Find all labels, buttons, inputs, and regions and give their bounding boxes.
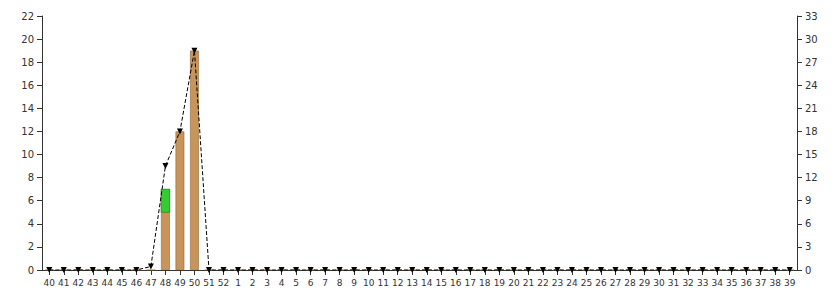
svg-text:15: 15 — [436, 278, 447, 288]
svg-text:0: 0 — [28, 265, 34, 276]
svg-text:48: 48 — [160, 278, 172, 288]
svg-text:6: 6 — [805, 218, 811, 229]
svg-text:2: 2 — [250, 278, 256, 288]
svg-text:45: 45 — [116, 278, 127, 288]
svg-text:32: 32 — [682, 278, 693, 288]
svg-text:50: 50 — [189, 278, 201, 288]
svg-text:15: 15 — [805, 149, 818, 160]
svg-text:20: 20 — [508, 278, 520, 288]
svg-text:11: 11 — [377, 278, 388, 288]
svg-text:22: 22 — [537, 278, 548, 288]
svg-text:27: 27 — [805, 57, 818, 68]
svg-text:28: 28 — [624, 278, 636, 288]
svg-text:18: 18 — [479, 278, 491, 288]
svg-text:8: 8 — [28, 172, 34, 183]
svg-text:10: 10 — [21, 149, 34, 160]
svg-text:40: 40 — [44, 278, 56, 288]
svg-text:9: 9 — [805, 195, 811, 206]
svg-text:30: 30 — [653, 278, 665, 288]
svg-text:23: 23 — [552, 278, 563, 288]
svg-text:13: 13 — [407, 278, 418, 288]
svg-text:12: 12 — [21, 126, 34, 137]
svg-text:3: 3 — [264, 278, 270, 288]
svg-text:12: 12 — [392, 278, 403, 288]
svg-text:17: 17 — [465, 278, 476, 288]
svg-text:35: 35 — [726, 278, 737, 288]
svg-text:8: 8 — [337, 278, 343, 288]
svg-text:6: 6 — [28, 195, 34, 206]
svg-text:4: 4 — [28, 218, 34, 229]
svg-text:30: 30 — [805, 34, 818, 45]
svg-text:2: 2 — [28, 241, 34, 252]
svg-text:16: 16 — [450, 278, 462, 288]
svg-text:37: 37 — [755, 278, 766, 288]
svg-text:22: 22 — [21, 11, 34, 22]
svg-text:24: 24 — [805, 80, 818, 91]
svg-text:16: 16 — [21, 80, 34, 91]
svg-text:20: 20 — [21, 34, 34, 45]
svg-text:39: 39 — [784, 278, 796, 288]
svg-text:25: 25 — [581, 278, 592, 288]
svg-text:6: 6 — [308, 278, 314, 288]
svg-text:0: 0 — [805, 265, 811, 276]
svg-text:5: 5 — [293, 278, 299, 288]
svg-text:51: 51 — [203, 278, 214, 288]
svg-text:33: 33 — [805, 11, 818, 22]
svg-text:1: 1 — [235, 278, 241, 288]
svg-text:52: 52 — [218, 278, 229, 288]
svg-text:36: 36 — [740, 278, 752, 288]
svg-text:33: 33 — [697, 278, 708, 288]
svg-text:43: 43 — [87, 278, 98, 288]
svg-text:18: 18 — [21, 57, 34, 68]
svg-text:3: 3 — [805, 241, 811, 252]
svg-text:38: 38 — [769, 278, 781, 288]
svg-text:19: 19 — [494, 278, 506, 288]
svg-text:9: 9 — [351, 278, 357, 288]
svg-text:29: 29 — [639, 278, 651, 288]
svg-text:49: 49 — [174, 278, 186, 288]
svg-text:47: 47 — [145, 278, 156, 288]
svg-text:7: 7 — [322, 278, 328, 288]
svg-text:21: 21 — [805, 103, 818, 114]
svg-text:41: 41 — [58, 278, 69, 288]
svg-text:14: 14 — [21, 103, 34, 114]
svg-text:14: 14 — [421, 278, 433, 288]
svg-text:12: 12 — [805, 172, 818, 183]
svg-text:18: 18 — [805, 126, 818, 137]
svg-text:24: 24 — [566, 278, 578, 288]
svg-text:34: 34 — [711, 278, 723, 288]
svg-text:26: 26 — [595, 278, 607, 288]
svg-text:21: 21 — [523, 278, 534, 288]
svg-text:46: 46 — [131, 278, 143, 288]
svg-text:27: 27 — [610, 278, 621, 288]
svg-text:31: 31 — [668, 278, 679, 288]
svg-text:4: 4 — [279, 278, 285, 288]
svg-text:44: 44 — [102, 278, 114, 288]
svg-text:10: 10 — [363, 278, 375, 288]
svg-text:42: 42 — [73, 278, 84, 288]
